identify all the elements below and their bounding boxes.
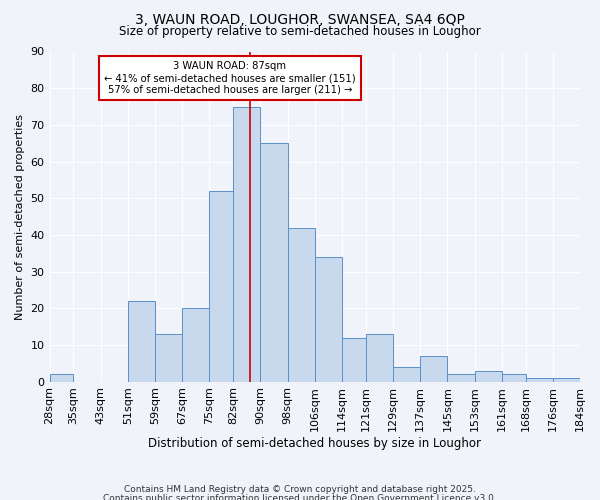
- Bar: [420, 356, 448, 382]
- Bar: [342, 338, 366, 382]
- X-axis label: Distribution of semi-detached houses by size in Loughor: Distribution of semi-detached houses by …: [148, 437, 481, 450]
- Bar: [502, 374, 526, 382]
- Text: 3, WAUN ROAD, LOUGHOR, SWANSEA, SA4 6QP: 3, WAUN ROAD, LOUGHOR, SWANSEA, SA4 6QP: [135, 12, 465, 26]
- Bar: [526, 378, 553, 382]
- Bar: [260, 143, 287, 382]
- Text: Contains public sector information licensed under the Open Government Licence v3: Contains public sector information licen…: [103, 494, 497, 500]
- Bar: [475, 370, 502, 382]
- Bar: [233, 106, 260, 382]
- Text: Contains HM Land Registry data © Crown copyright and database right 2025.: Contains HM Land Registry data © Crown c…: [124, 485, 476, 494]
- Text: Size of property relative to semi-detached houses in Loughor: Size of property relative to semi-detach…: [119, 25, 481, 38]
- Bar: [155, 334, 182, 382]
- Bar: [366, 334, 393, 382]
- Bar: [448, 374, 475, 382]
- Bar: [50, 374, 73, 382]
- Bar: [209, 191, 233, 382]
- Bar: [287, 228, 315, 382]
- Bar: [315, 257, 342, 382]
- Bar: [182, 308, 209, 382]
- Y-axis label: Number of semi-detached properties: Number of semi-detached properties: [15, 114, 25, 320]
- Bar: [553, 378, 580, 382]
- Text: 3 WAUN ROAD: 87sqm
← 41% of semi-detached houses are smaller (151)
57% of semi-d: 3 WAUN ROAD: 87sqm ← 41% of semi-detache…: [104, 62, 356, 94]
- Bar: [393, 367, 420, 382]
- Bar: [128, 301, 155, 382]
